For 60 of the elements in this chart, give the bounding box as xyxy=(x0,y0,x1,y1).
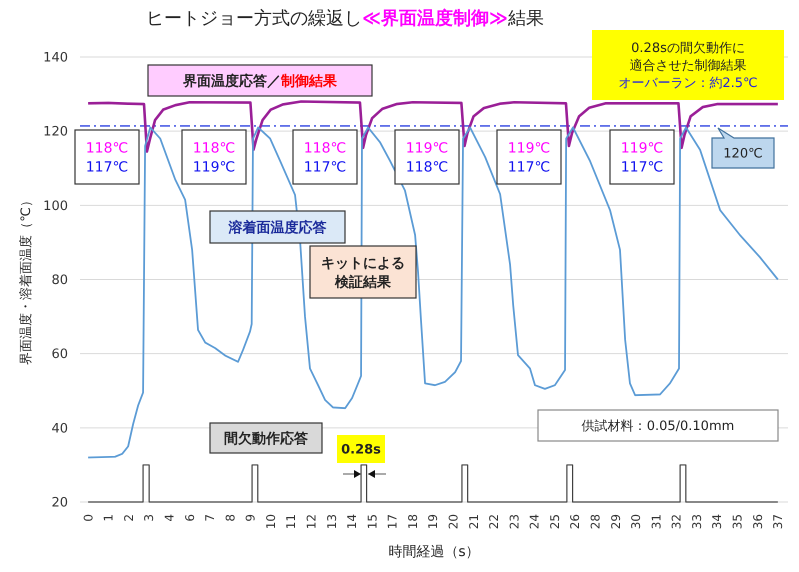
y-tick-label: 40 xyxy=(51,421,68,436)
x-tick-label: 11 xyxy=(284,514,298,530)
annotation: 0.28s xyxy=(341,442,382,458)
annotation: 118℃ 119℃ xyxy=(192,140,236,176)
x-tick-label: 21 xyxy=(466,514,481,530)
x-tick-label: 10 xyxy=(264,514,278,530)
x-tick-label: 13 xyxy=(324,514,339,530)
y-tick-label: 20 xyxy=(51,496,68,511)
ref-line-label: 120℃ xyxy=(723,146,763,162)
x-tick-label: 12 xyxy=(304,514,318,530)
x-tick-label: 4 xyxy=(162,514,176,522)
x-tick-label: 1 xyxy=(102,514,116,522)
chart-title: ヒートジョー方式の繰返し≪界面温度制御≫結果 xyxy=(146,8,544,29)
x-tick-label: 20 xyxy=(446,514,460,530)
x-tick-label: 15 xyxy=(365,514,380,530)
x-tick-label: 26 xyxy=(568,514,582,530)
x-tick-label: 17 xyxy=(386,514,400,530)
x-tick-label: 22 xyxy=(487,514,502,530)
annotation: 119℃ 117℃ xyxy=(620,140,664,176)
x-axis-title: 時間経過（s） xyxy=(388,544,480,560)
x-tick-label: 24 xyxy=(528,514,542,530)
x-tick-label: 9 xyxy=(244,514,258,522)
x-tick-label: 28 xyxy=(588,514,602,530)
x-tick-label: 19 xyxy=(426,514,440,530)
y-tick-label: 60 xyxy=(51,347,68,362)
x-tick-label: 25 xyxy=(548,514,562,530)
x-tick-label: 14 xyxy=(345,514,360,530)
annotation: 119℃ 117℃ xyxy=(508,140,550,176)
x-tick-label: 30 xyxy=(629,514,644,530)
annotation: 118℃ 117℃ xyxy=(86,140,128,176)
annotation: 間欠動作応答 xyxy=(224,430,308,447)
annotation: 0.28sの間欠動作に適合させた制御結果オーバーラン：約2.5℃ xyxy=(618,41,758,92)
x-tick-label: 36 xyxy=(750,514,765,530)
x-tick-label: 2 xyxy=(122,514,136,522)
annotation: 119℃ 118℃ xyxy=(406,140,448,176)
y-tick-label: 80 xyxy=(51,273,68,288)
x-tick-label: 29 xyxy=(608,514,623,530)
x-tick-label: 35 xyxy=(730,514,744,530)
annotation: 118℃ 117℃ xyxy=(304,140,346,176)
y-tick-label: 140 xyxy=(43,50,68,66)
x-tick-label: 3 xyxy=(142,514,156,522)
x-tick-label: 7 xyxy=(203,514,218,522)
x-tick-label: 8 xyxy=(223,514,238,522)
x-tick-label: 34 xyxy=(710,514,724,530)
x-tick-label: 31 xyxy=(649,514,664,530)
x-tick-label: 18 xyxy=(406,514,420,530)
x-tick-label: 37 xyxy=(771,514,786,530)
annotation: 供試材料：0.05/0.10mm xyxy=(582,419,734,434)
x-tick-label: 33 xyxy=(690,514,704,530)
y-axis-title: 界面温度・溶着面温度（℃） xyxy=(18,194,34,365)
annotation: 界面温度応答／制御結果 xyxy=(182,72,338,90)
annotation: 溶着面温度応答 xyxy=(228,218,326,236)
x-tick-label: 23 xyxy=(507,514,522,530)
x-tick-label: 32 xyxy=(670,514,684,530)
line-series xyxy=(87,126,779,458)
x-tick-label: 0 xyxy=(81,514,96,522)
y-tick-label: 120 xyxy=(43,124,68,140)
annotation: キットによる検証結果 xyxy=(321,255,405,290)
x-tick-label: 6 xyxy=(182,514,197,522)
y-tick-label: 100 xyxy=(43,198,68,214)
